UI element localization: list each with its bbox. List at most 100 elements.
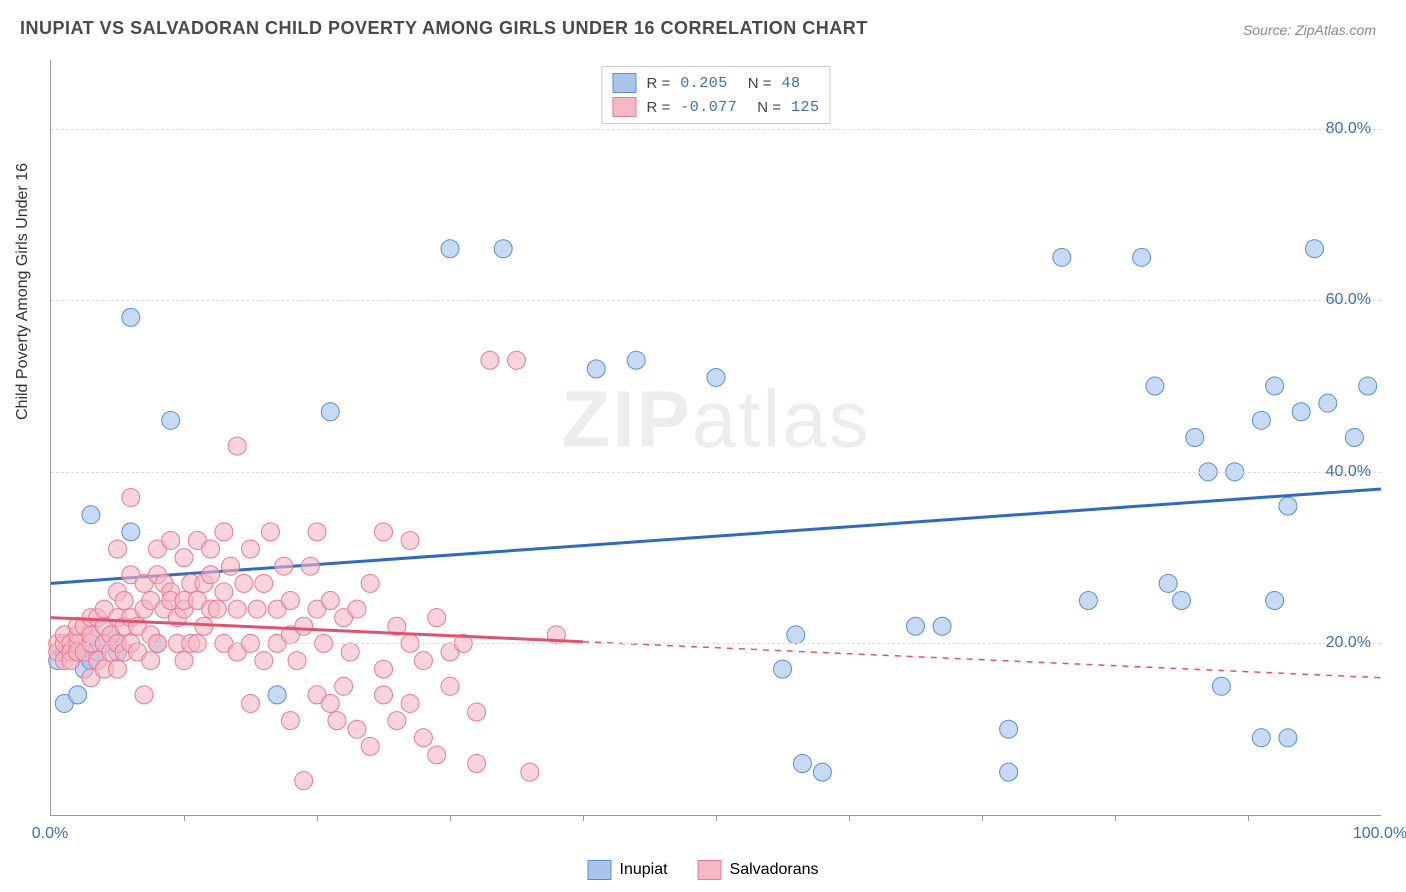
stat-r-value: 0.205: [680, 75, 728, 92]
data-point: [348, 600, 366, 618]
x-tick-mark: [849, 815, 850, 821]
data-point: [787, 626, 805, 644]
data-point: [1345, 429, 1363, 447]
data-point: [401, 694, 419, 712]
data-point: [255, 574, 273, 592]
data-point: [162, 411, 180, 429]
x-tick-label: 0.0%: [32, 825, 68, 843]
gridline: [51, 129, 1381, 130]
data-point: [1359, 377, 1377, 395]
data-point: [222, 557, 240, 575]
data-point: [1146, 377, 1164, 395]
chart-title: INUPIAT VS SALVADORAN CHILD POVERTY AMON…: [20, 18, 868, 39]
y-axis-label: Child Poverty Among Girls Under 16: [14, 163, 32, 420]
stat-n-value: 48: [782, 75, 801, 92]
legend-stat-row: R = 0.205N = 48: [612, 71, 819, 95]
data-point: [301, 557, 319, 575]
legend-swatch: [698, 860, 722, 880]
legend-swatch: [612, 97, 636, 117]
data-point: [793, 755, 811, 773]
x-tick-mark: [1248, 815, 1249, 821]
data-point: [202, 540, 220, 558]
source-attribution: Source: ZipAtlas.com: [1243, 22, 1376, 38]
data-point: [907, 617, 925, 635]
data-point: [122, 489, 140, 507]
data-point: [428, 609, 446, 627]
data-point: [268, 686, 286, 704]
data-point: [401, 531, 419, 549]
data-point: [215, 583, 233, 601]
stat-r-label: R =: [646, 75, 670, 92]
data-point: [933, 617, 951, 635]
data-point: [135, 686, 153, 704]
x-tick-mark: [317, 815, 318, 821]
data-point: [235, 574, 253, 592]
data-point: [275, 557, 293, 575]
data-point: [587, 360, 605, 378]
x-tick-mark: [450, 815, 451, 821]
data-point: [295, 772, 313, 790]
data-point: [348, 720, 366, 738]
data-point: [175, 652, 193, 670]
data-point: [388, 712, 406, 730]
data-point: [109, 660, 127, 678]
data-point: [441, 240, 459, 258]
data-point: [375, 523, 393, 541]
data-point: [122, 523, 140, 541]
y-tick-label: 20.0%: [1326, 634, 1371, 652]
data-point: [508, 351, 526, 369]
data-point: [1000, 763, 1018, 781]
legend-swatch: [588, 860, 612, 880]
gridline: [51, 643, 1381, 644]
data-point: [375, 660, 393, 678]
data-point: [255, 652, 273, 670]
data-point: [361, 574, 379, 592]
data-point: [1306, 240, 1324, 258]
data-point: [707, 368, 725, 386]
data-point: [1079, 592, 1097, 610]
data-point: [627, 351, 645, 369]
data-point: [335, 677, 353, 695]
stat-r-label: R =: [646, 99, 670, 116]
data-point: [242, 694, 260, 712]
data-point: [1266, 592, 1284, 610]
data-point: [1279, 729, 1297, 747]
x-tick-mark: [716, 815, 717, 821]
data-point: [321, 403, 339, 421]
data-point: [494, 240, 512, 258]
data-point: [774, 660, 792, 678]
data-point: [115, 592, 133, 610]
data-point: [441, 677, 459, 695]
data-point: [1173, 592, 1191, 610]
data-point: [1266, 377, 1284, 395]
data-point: [242, 540, 260, 558]
data-point: [175, 549, 193, 567]
legend-item: Inupiat: [588, 860, 668, 880]
x-tick-mark: [184, 815, 185, 821]
data-point: [295, 617, 313, 635]
data-point: [521, 763, 539, 781]
x-tick-mark: [1115, 815, 1116, 821]
data-point: [1186, 429, 1204, 447]
data-point: [162, 531, 180, 549]
data-point: [468, 755, 486, 773]
data-point: [481, 351, 499, 369]
series-legend: InupiatSalvadorans: [588, 860, 819, 880]
data-point: [1133, 248, 1151, 266]
data-point: [281, 712, 299, 730]
data-point: [228, 600, 246, 618]
data-point: [1319, 394, 1337, 412]
y-tick-label: 80.0%: [1326, 120, 1371, 138]
data-point: [228, 437, 246, 455]
scatter-svg: [51, 60, 1381, 815]
data-point: [1252, 411, 1270, 429]
data-point: [281, 592, 299, 610]
y-tick-label: 40.0%: [1326, 463, 1371, 481]
stat-n-value: 125: [791, 99, 820, 116]
data-point: [82, 506, 100, 524]
stat-r-value: -0.077: [680, 99, 737, 116]
data-point: [321, 694, 339, 712]
data-point: [1053, 248, 1071, 266]
stat-n-label: N =: [757, 99, 781, 116]
data-point: [202, 566, 220, 584]
